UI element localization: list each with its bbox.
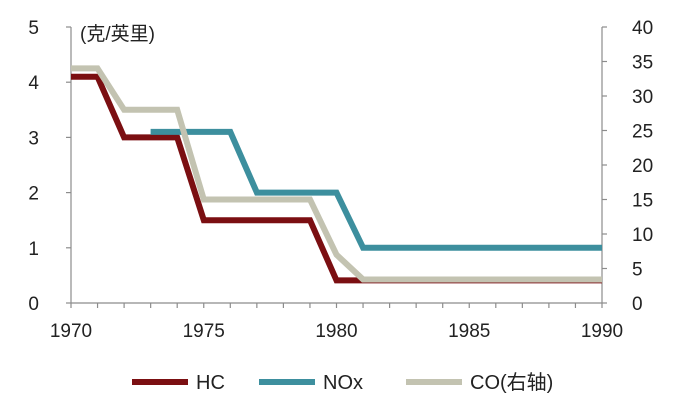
x-tick-label: 1985	[448, 321, 490, 342]
series-line-hc	[71, 73, 602, 284]
y-right-tick-label: 5	[632, 260, 643, 281]
y-left-tick-label: 1	[28, 239, 39, 260]
y-left-tick-label: 5	[28, 18, 39, 39]
legend-label: CO(右轴)	[470, 371, 553, 394]
x-tick-label: 1990	[581, 321, 623, 342]
y-right-tick-label: 20	[632, 156, 653, 177]
unit-label: (克/英里)	[80, 23, 155, 45]
y-right-tick-label: 10	[632, 225, 653, 246]
chart-axes: 0 1 2 3 4 5 0 5 10 15 20 25 30 35 40 1970 1975 1980 1985 19…	[28, 18, 653, 342]
x-tick-label: 1980	[315, 321, 357, 342]
chart-legend: HC NOx CO(右轴)	[132, 371, 553, 394]
y-left-tick-label: 3	[28, 128, 39, 149]
x-tick-label: 1975	[183, 321, 225, 342]
y-right-tick-label: 25	[632, 122, 653, 143]
y-right-tick-label: 35	[632, 53, 653, 74]
y-right-tick-label: 40	[632, 18, 653, 39]
y-right-tick-label: 30	[632, 87, 653, 108]
legend-label: NOx	[323, 372, 363, 394]
x-tick-label: 1970	[50, 321, 92, 342]
series-line-co	[71, 65, 602, 283]
y-right-tick-label: 0	[632, 294, 643, 315]
chart-labels: (克/英里)	[80, 23, 155, 45]
y-left-tick-label: 2	[28, 184, 39, 205]
y-right-tick-label: 15	[632, 191, 653, 212]
series-line-nox	[150, 128, 602, 251]
legend-label: HC	[196, 372, 225, 394]
chart-series	[71, 65, 602, 284]
y-left-tick-label: 0	[28, 294, 39, 315]
y-left-tick-label: 4	[28, 73, 39, 94]
